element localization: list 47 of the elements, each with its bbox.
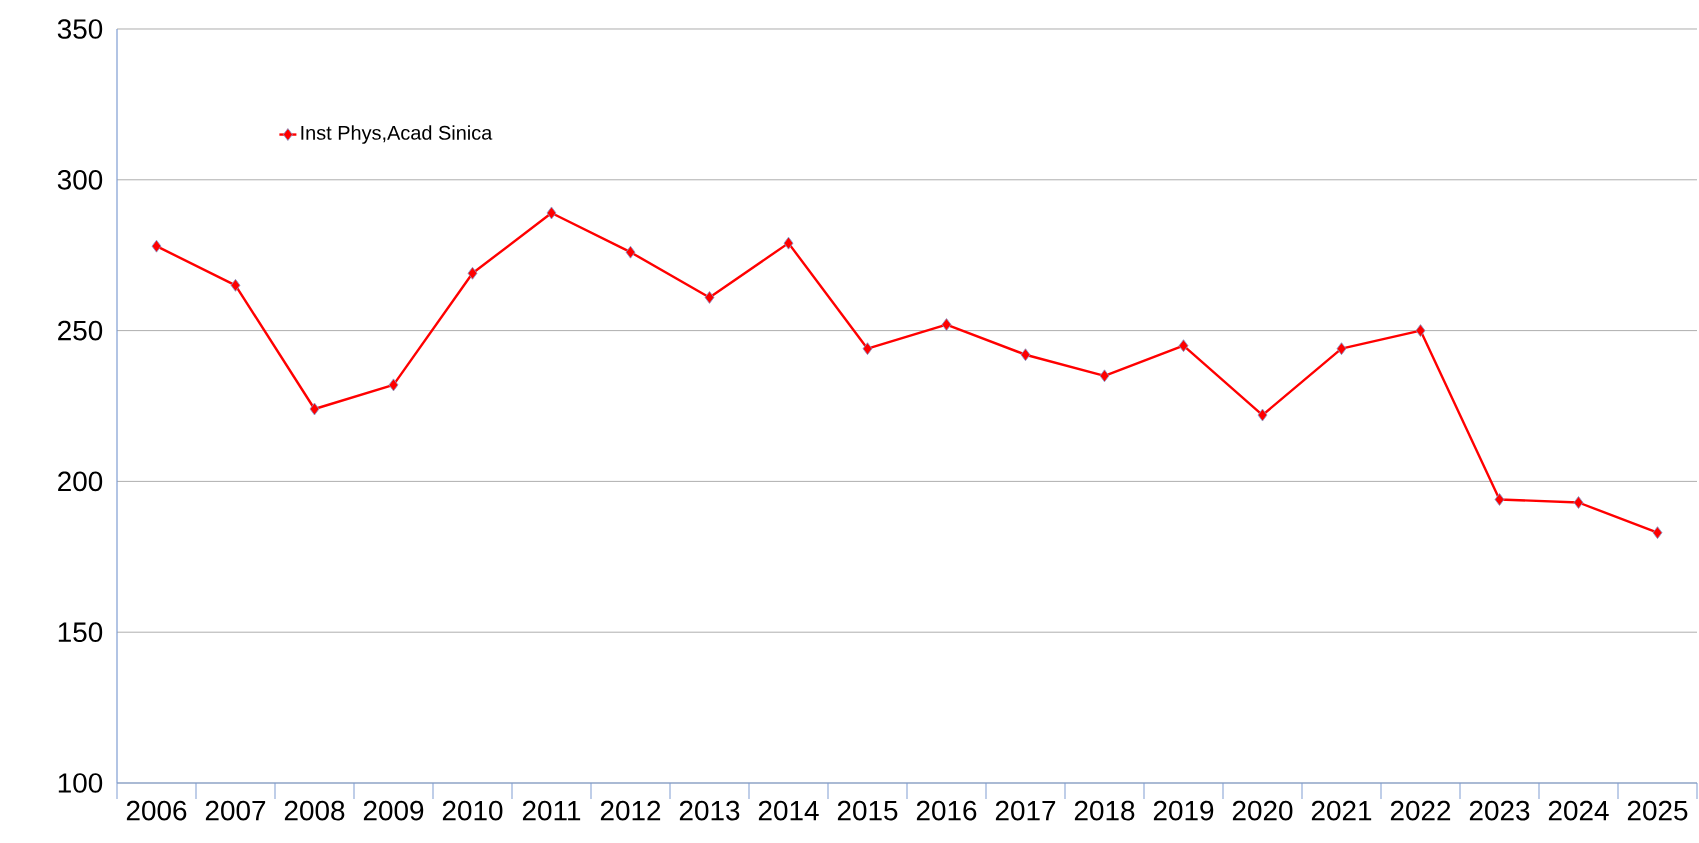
y-tick-label: 150 (58, 622, 103, 643)
point (467, 266, 478, 280)
point (941, 318, 952, 331)
x-tick-label: 2010 (442, 800, 503, 821)
point (1020, 348, 1031, 362)
x-tick-label: 2007 (205, 800, 266, 821)
point (388, 378, 399, 392)
point (1415, 324, 1426, 337)
y-tick-label: 350 (57, 19, 103, 39)
x-tick-label: 2019 (1153, 800, 1214, 821)
x-tick-label: 2012 (600, 800, 661, 821)
point (1336, 342, 1347, 356)
point (1178, 339, 1189, 353)
y-tick-label: 300 (57, 169, 103, 190)
x-tick-label: 2014 (758, 800, 819, 821)
point (1494, 493, 1505, 506)
point (783, 236, 794, 250)
point (230, 278, 241, 292)
point (151, 239, 162, 253)
point (704, 291, 715, 304)
x-tick-label: 2022 (1390, 800, 1451, 821)
point (1099, 369, 1110, 383)
legend-label: Inst Phys,Acad Sinica (301, 125, 493, 144)
point (1573, 496, 1584, 509)
point (546, 206, 557, 220)
x-tick-label: 2015 (837, 800, 898, 821)
x-tick-label: 2011 (522, 800, 581, 821)
x-tick-label: 2006 (126, 800, 187, 821)
point (309, 402, 320, 416)
x-tick-label: 2021 (1311, 800, 1372, 821)
y-tick-label: 200 (58, 471, 103, 492)
point (862, 342, 873, 356)
x-tick-label: 2023 (1469, 800, 1530, 821)
point (625, 245, 636, 259)
point (1257, 408, 1268, 422)
x-tick-label: 2013 (679, 800, 740, 821)
point (1652, 526, 1663, 540)
x-tick-label: 2009 (363, 800, 424, 821)
x-tick-label: 2008 (284, 800, 345, 821)
x-tick-label: 2024 (1548, 800, 1609, 821)
x-tick-label: 2025 (1627, 800, 1688, 821)
x-tick-label: 2018 (1074, 800, 1135, 821)
x-tick-label: 2020 (1232, 800, 1293, 821)
y-tick-label: 100 (58, 773, 103, 793)
x-tick-label: 2017 (995, 800, 1056, 821)
y-tick-label: 250 (58, 320, 103, 341)
x-tick-label: 2016 (916, 800, 977, 821)
